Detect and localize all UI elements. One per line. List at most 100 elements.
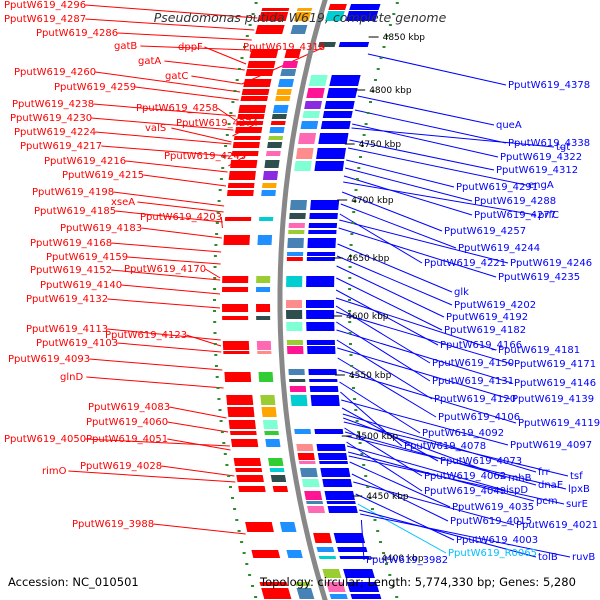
outer-tick bbox=[214, 365, 218, 367]
reverse-leader-line bbox=[345, 435, 567, 490]
topology-label: Topology: circular; Length: 5,774,330 bp… bbox=[259, 575, 576, 589]
reverse-gene-label: PputW619_4073 bbox=[440, 456, 522, 467]
reverse-gene bbox=[306, 322, 335, 331]
reverse-cog-band bbox=[295, 148, 314, 159]
reverse-gene bbox=[320, 468, 351, 477]
reverse-gene-label: PputW619_4171 bbox=[514, 359, 596, 370]
forward-cog-band bbox=[272, 486, 289, 492]
reverse-gene-label: PputW619_4139 bbox=[512, 394, 594, 405]
reverse-leader-line bbox=[344, 167, 473, 202]
outer-tick bbox=[213, 299, 216, 301]
forward-cog-band bbox=[286, 550, 303, 558]
forward-cog-band bbox=[262, 183, 277, 188]
reverse-leader-line bbox=[367, 53, 507, 86]
reverse-leader-line bbox=[339, 381, 421, 434]
forward-cog-band bbox=[275, 96, 291, 101]
forward-cog-band bbox=[282, 61, 299, 68]
forward-gene-label: PputW619_4259 bbox=[54, 82, 136, 93]
scale-tick-label: 4700 kbp bbox=[351, 196, 394, 206]
inner-tick bbox=[350, 233, 354, 235]
outer-tick bbox=[214, 354, 218, 356]
forward-gene bbox=[255, 25, 285, 34]
reverse-cog-band bbox=[302, 111, 321, 118]
forward-cog-band bbox=[269, 127, 285, 133]
outer-tick bbox=[217, 200, 221, 202]
forward-gene-label: PputW619_4217 bbox=[20, 141, 102, 152]
reverse-leader-line bbox=[355, 493, 455, 541]
forward-gene-label: PputW619_4159 bbox=[46, 252, 128, 263]
reverse-gene-label: PputW619_4003 bbox=[456, 535, 538, 546]
forward-gene bbox=[227, 190, 254, 196]
forward-leader-line bbox=[95, 71, 241, 93]
reverse-gene-label: PputW619_4202 bbox=[454, 300, 536, 311]
reverse-gene-label: surE bbox=[566, 499, 588, 510]
reverse-gene-label: rnhB bbox=[508, 473, 532, 484]
forward-gene-label: xseA bbox=[111, 197, 135, 208]
forward-cog-band bbox=[284, 49, 302, 58]
forward-gene bbox=[222, 316, 249, 320]
map-title: Pseudomonas putida W619, complete genome bbox=[154, 10, 447, 25]
reverse-leader-line bbox=[354, 109, 507, 144]
inner-tick bbox=[354, 189, 358, 191]
forward-gene bbox=[222, 276, 249, 283]
reverse-leader-line bbox=[336, 255, 453, 306]
inner-tick bbox=[352, 211, 356, 213]
forward-gene bbox=[251, 550, 281, 558]
forward-cog-band bbox=[257, 235, 273, 245]
forward-gene-label: PputW619_4083 bbox=[88, 402, 170, 413]
forward-leader-line bbox=[141, 227, 222, 239]
reverse-gene-label: PputW619_4378 bbox=[508, 80, 590, 91]
forward-gene-label: rimO bbox=[42, 466, 67, 477]
reverse-gene bbox=[333, 533, 366, 543]
inner-tick bbox=[349, 343, 352, 345]
outer-tick bbox=[231, 101, 235, 103]
forward-gene bbox=[228, 420, 256, 429]
outer-tick bbox=[216, 211, 220, 213]
forward-cog-band bbox=[278, 79, 294, 87]
reverse-gene bbox=[307, 346, 336, 354]
reverse-gene-label: PputW619_4257 bbox=[444, 226, 526, 237]
forward-leader-line bbox=[89, 358, 223, 371]
reverse-gene-label: lpxB bbox=[568, 484, 590, 495]
reverse-gene-label: PputW619_4181 bbox=[498, 345, 580, 356]
reverse-cog-band bbox=[300, 468, 318, 477]
inner-tick bbox=[362, 134, 366, 136]
reverse-leader-line bbox=[342, 413, 537, 473]
forward-cog-band bbox=[259, 217, 274, 221]
inner-tick bbox=[376, 530, 380, 532]
forward-gene-label: PputW619_4113 bbox=[26, 324, 108, 335]
reverse-gene bbox=[314, 429, 344, 434]
inner-tick bbox=[371, 508, 374, 510]
reverse-leader-line bbox=[343, 175, 473, 216]
inner-tick bbox=[352, 387, 355, 389]
outer-tick bbox=[231, 497, 234, 499]
outer-tick bbox=[222, 156, 226, 158]
reverse-cog-band bbox=[289, 379, 306, 382]
inner-tick bbox=[348, 321, 352, 323]
reverse-cog-band bbox=[318, 556, 337, 559]
outer-tick bbox=[235, 79, 239, 81]
reverse-gene bbox=[339, 556, 370, 559]
reverse-cog-band bbox=[304, 491, 323, 500]
reverse-gene bbox=[326, 501, 356, 504]
reverse-gene-label: PputW619_4312 bbox=[496, 165, 578, 176]
reverse-gene bbox=[308, 223, 338, 228]
reverse-gene-label: PputW619_4015 bbox=[450, 516, 532, 527]
reverse-gene-label: PputW619_4120 bbox=[434, 394, 516, 405]
reverse-leader-line bbox=[341, 191, 443, 232]
reverse-gene bbox=[307, 238, 336, 248]
inner-tick bbox=[351, 376, 354, 378]
reverse-gene-label: glk bbox=[454, 287, 469, 298]
reverse-cog-band bbox=[326, 582, 346, 592]
inner-tick bbox=[354, 409, 358, 411]
inner-tick bbox=[353, 398, 357, 400]
reverse-gene bbox=[308, 369, 337, 375]
forward-gene bbox=[231, 151, 259, 156]
outer-tick bbox=[218, 409, 222, 411]
inner-tick bbox=[348, 299, 351, 301]
inner-tick bbox=[374, 79, 377, 81]
scale-tick-label: 4750 kbp bbox=[359, 140, 402, 150]
forward-gene-label: PputW619_4093 bbox=[8, 354, 90, 365]
reverse-cog-band bbox=[308, 75, 328, 86]
